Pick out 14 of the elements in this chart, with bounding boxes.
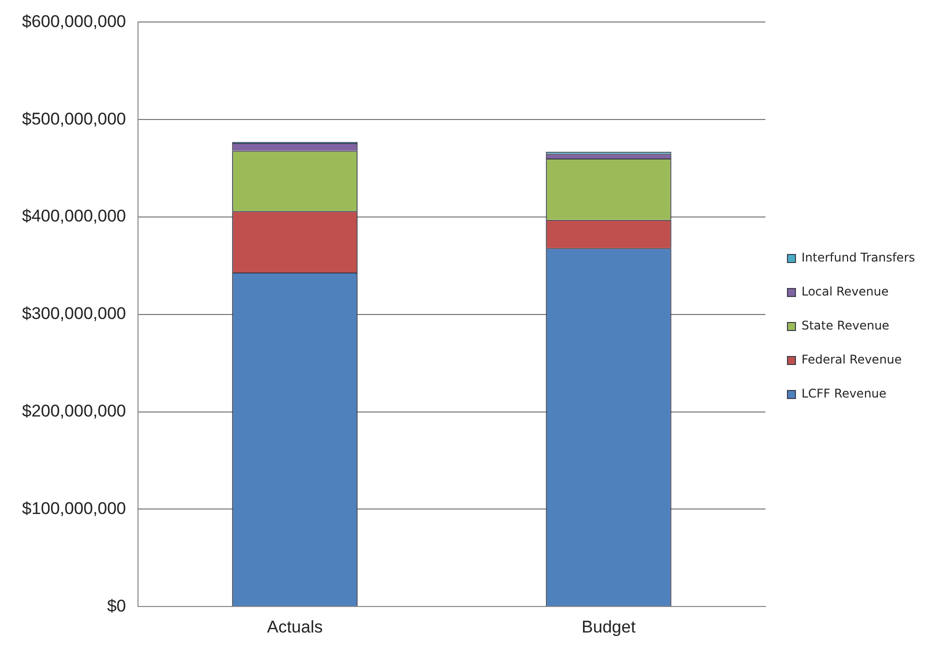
- y-tick-label: $0: [107, 596, 126, 616]
- legend-label: Local Revenue: [801, 284, 889, 299]
- x-tick-label: Actuals: [266, 617, 323, 636]
- y-tick-label: $500,000,000: [22, 109, 126, 128]
- legend-label: Federal Revenue: [801, 352, 902, 367]
- x-tick-label: Budget: [582, 617, 636, 636]
- y-tick-label: $600,000,000: [22, 12, 126, 31]
- y-tick-label: $100,000,000: [22, 498, 126, 518]
- y-tick-label: $200,000,000: [22, 401, 126, 420]
- legend-label: Interfund Transfers: [801, 250, 916, 265]
- legend-label: LCFF Revenue: [801, 386, 886, 401]
- legend-label: State Revenue: [801, 318, 890, 333]
- y-tick-label: $300,000,000: [22, 304, 126, 324]
- y-tick-label: $400,000,000: [22, 206, 126, 226]
